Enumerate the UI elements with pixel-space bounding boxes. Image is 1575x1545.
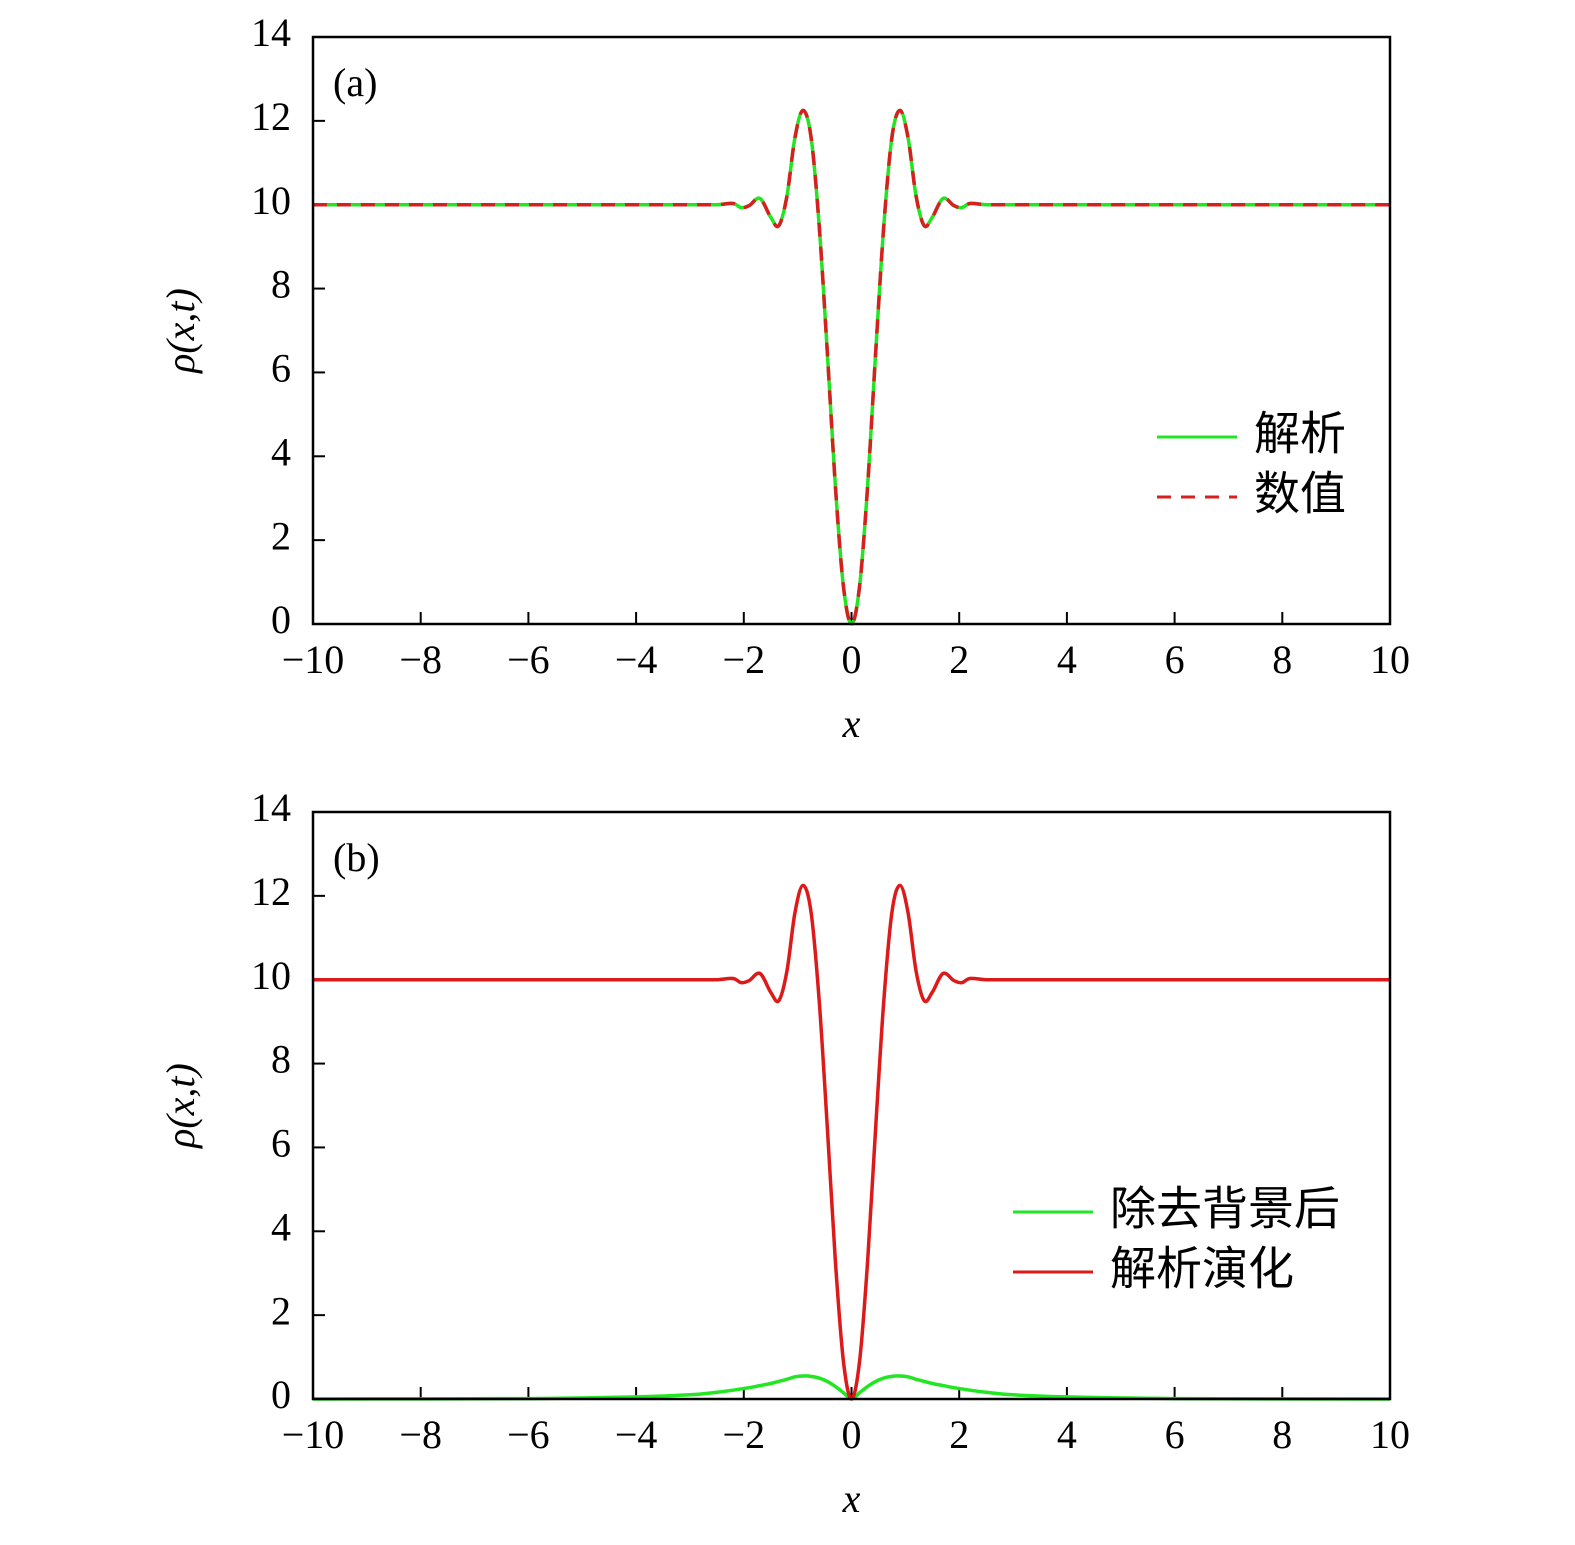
x-tick-label: −8: [399, 637, 442, 682]
x-tick-label: 6: [1165, 1412, 1185, 1457]
y-tick-label: 14: [251, 10, 291, 55]
x-tick-label: −10: [282, 1412, 345, 1457]
x-tick-label: 4: [1057, 637, 1077, 682]
y-tick-label: 10: [251, 178, 291, 223]
y-axis-label: ρ(x,t): [158, 288, 203, 375]
data-line: [313, 108, 1390, 626]
x-tick-label: −2: [723, 1412, 766, 1457]
x-axis-label: x: [842, 1476, 861, 1521]
y-tick-label: 4: [271, 429, 291, 474]
data-line: [313, 883, 1390, 1401]
plot-frame: [311, 35, 1392, 626]
x-tick-label: 8: [1272, 637, 1292, 682]
y-tick-label: 6: [271, 1121, 291, 1166]
plot-frame: [311, 810, 1392, 1401]
x-tick-label: 0: [842, 1412, 862, 1457]
x-tick-label: 4: [1057, 1412, 1077, 1457]
y-axis-label: ρ(x,t): [158, 1063, 203, 1150]
y-tick-label: 12: [251, 869, 291, 914]
legend-label: 解析演化: [1110, 1242, 1294, 1296]
legend-label: 除去背景后: [1110, 1182, 1340, 1236]
x-tick-label: 0: [842, 637, 862, 682]
x-tick-label: 10: [1370, 1412, 1410, 1457]
y-tick-label: 0: [271, 597, 291, 642]
x-tick-label: −10: [282, 637, 345, 682]
y-tick-label: 12: [251, 94, 291, 139]
panel-label: (a): [333, 60, 377, 105]
legend-label: 解析: [1254, 407, 1346, 461]
x-tick-label: 2: [949, 637, 969, 682]
y-tick-label: 2: [271, 1288, 291, 1333]
y-tick-label: 8: [271, 1037, 291, 1082]
y-tick-label: 8: [271, 262, 291, 307]
y-tick-label: 2: [271, 513, 291, 558]
x-tick-label: 6: [1165, 637, 1185, 682]
y-tick-label: 4: [271, 1204, 291, 1249]
y-tick-label: 6: [271, 346, 291, 391]
x-tick-label: −4: [615, 1412, 658, 1457]
panel-label: (b): [333, 835, 380, 880]
x-tick-label: −8: [399, 1412, 442, 1457]
x-tick-label: 8: [1272, 1412, 1292, 1457]
x-tick-label: −2: [723, 637, 766, 682]
x-tick-label: −4: [615, 637, 658, 682]
x-tick-label: −6: [507, 1412, 550, 1457]
data-line: [313, 108, 1390, 626]
y-tick-label: 0: [271, 1372, 291, 1417]
legend-label: 数值: [1254, 467, 1346, 521]
x-tick-label: 2: [949, 1412, 969, 1457]
x-tick-label: 10: [1370, 637, 1410, 682]
y-tick-label: 10: [251, 953, 291, 998]
x-axis-label: x: [842, 701, 861, 746]
y-tick-label: 14: [251, 785, 291, 830]
x-tick-label: −6: [507, 637, 550, 682]
